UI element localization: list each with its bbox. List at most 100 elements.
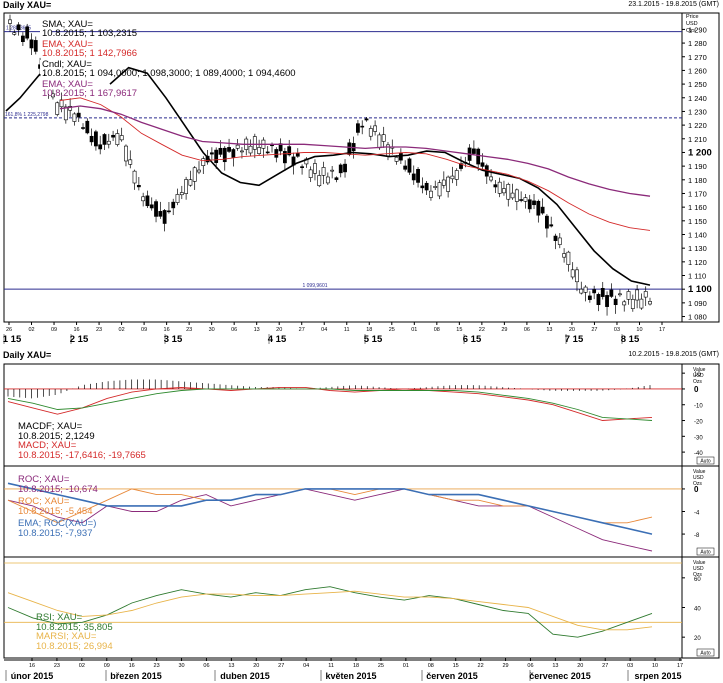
indicator-tick-label: 20 [694, 636, 701, 642]
candle-body [532, 200, 536, 206]
bottom-chart-title: Daily XAU= [3, 350, 52, 360]
bottom-time-tick-label: 15 [453, 663, 459, 669]
candle-body [171, 201, 176, 209]
bottom-time-tick-label: 06 [203, 663, 209, 669]
candle-body [506, 184, 511, 200]
candle-body [373, 125, 378, 132]
price-axis [681, 12, 720, 323]
candle-body [626, 291, 631, 300]
indicator-legend-values: 10.8.2015; -10,674 [18, 484, 98, 495]
price-tick-label: 1 090 [688, 299, 707, 308]
price-tick-label: 1 170 [688, 189, 707, 198]
time-tick-label: 30 [209, 327, 215, 333]
price-tick-label: 1 190 [688, 162, 707, 171]
indicator-legend-name: EMA; ROC(XAU=) [18, 518, 96, 529]
indicator-tick-label: -30 [694, 435, 703, 441]
auto-scale-button [696, 547, 715, 556]
candle-body [240, 150, 244, 153]
price-axis-unit: Price [686, 14, 699, 20]
indicator-legend-values: 10.8.2015; 2,1249 [18, 431, 95, 442]
price-tick-label: 1 150 [688, 217, 707, 226]
indicator-pane [3, 556, 683, 659]
candle-body [89, 135, 94, 143]
candle-body [308, 169, 313, 178]
time-tick-label: 03 [614, 327, 620, 333]
price-tick-label: 1 080 [688, 313, 707, 322]
price-tick-label: 1 270 [688, 53, 707, 62]
candle-body [94, 131, 98, 147]
candle-body [549, 224, 554, 227]
legend-bg [40, 60, 52, 74]
candle-body [360, 125, 365, 128]
candle-body [265, 151, 270, 154]
candle-body [416, 169, 420, 183]
price-tick-label: 1 280 [688, 39, 707, 48]
candle-body [562, 253, 566, 258]
indicator-axis-unit: Ozs [693, 572, 702, 578]
indicator-tick-label: -20 [694, 420, 703, 426]
candle-body [394, 156, 399, 162]
indicator-line [7, 388, 653, 421]
candle-body [622, 301, 627, 306]
indicator-line [7, 590, 653, 631]
indicator-tick-label: 60 [694, 577, 701, 583]
candle-body [330, 169, 335, 172]
price-legend-values: 10.8.2015; 1 167,9617 [42, 88, 137, 99]
candle-body [454, 170, 459, 180]
time-tick-label: 15 [456, 327, 462, 333]
candle-body [68, 105, 73, 111]
indicator-line [7, 386, 653, 421]
candle-body [76, 112, 81, 118]
candle-body [596, 294, 601, 306]
candle-body [222, 147, 227, 163]
price-tick-label: 1 220 [688, 121, 707, 130]
candle-body [583, 286, 588, 293]
price-legend-name: SMA; XAU= [42, 19, 93, 30]
indicator-legend-values: 10.8.2015; -17,6416; -19,7665 [18, 450, 146, 461]
time-tick-label: 08 [434, 327, 440, 333]
price-tick-label: 1 180 [688, 176, 707, 185]
moving-average-line [59, 97, 651, 231]
candle-body [59, 99, 64, 108]
bottom-time-tick-label: 13 [552, 663, 558, 669]
candle-body [540, 206, 545, 214]
candle-body [119, 135, 124, 141]
candle-body [433, 186, 438, 188]
price-tick-label: 1 230 [688, 107, 707, 116]
bottom-time-tick-label: 03 [627, 663, 633, 669]
bottom-time-tick-label: 13 [228, 663, 234, 669]
moving-average-line [5, 73, 41, 112]
candle-body [85, 120, 90, 134]
price-tick-label: 1 160 [688, 203, 707, 212]
bottom-time-tick-label: 11 [328, 663, 334, 669]
candle-body [132, 170, 137, 184]
price-tick-label: 1 250 [688, 80, 707, 89]
candle-body [514, 189, 519, 202]
candle-body [12, 32, 17, 35]
candle-body [20, 35, 25, 42]
bottom-time-tick-label: 30 [178, 663, 184, 669]
candle-body [325, 176, 330, 184]
candle-body [81, 127, 85, 129]
candle-body [63, 106, 68, 121]
indicator-axis-unit: USD [693, 373, 704, 379]
time-tick-label: 17 [659, 327, 665, 333]
candle-body [102, 134, 107, 145]
candle-body [149, 204, 154, 209]
candle-body [167, 210, 171, 213]
candle-body [111, 134, 115, 138]
candle-body [510, 192, 515, 199]
candle-body [25, 26, 30, 39]
price-tick-label: 1 100 [688, 284, 712, 295]
candle-body [420, 185, 425, 189]
time-tick-label: 01 [411, 327, 417, 333]
candle-body [33, 40, 38, 52]
candle-body [497, 181, 502, 194]
bottom-chart-range: 10.2.2015 - 19.8.2015 (GMT) [628, 351, 719, 358]
indicator-axis [681, 465, 720, 558]
candle-body [300, 166, 304, 168]
candle-body [600, 288, 605, 297]
time-tick-label: 09 [141, 327, 147, 333]
candle-body [282, 151, 287, 164]
indicator-legend-name: MACDF; XAU= [18, 421, 83, 432]
